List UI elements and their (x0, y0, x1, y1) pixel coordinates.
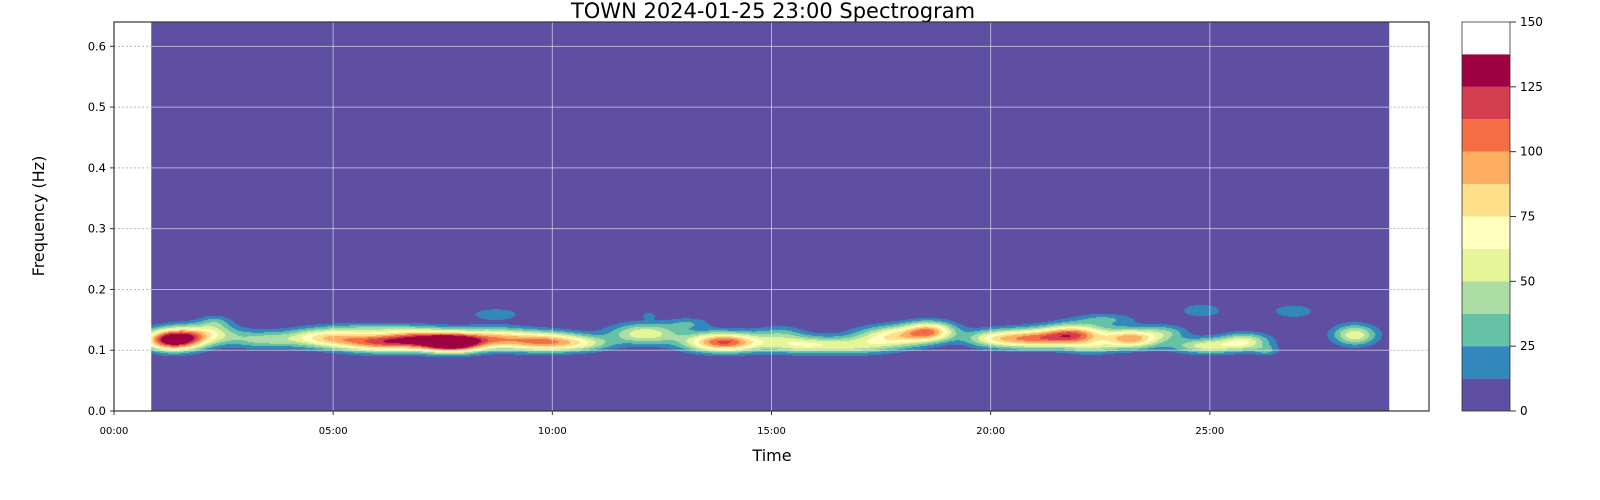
y-tick-label: 0.0 (88, 404, 106, 418)
colorbar-tick-label: 25 (1520, 339, 1535, 353)
colorbar-segment (1462, 119, 1510, 152)
y-tick-label: 0.5 (88, 100, 106, 114)
chart-title: TOWN 2024-01-25 23:00 Spectrogram (570, 0, 975, 23)
x-tick-label: 05:00 (319, 426, 348, 437)
colorbar-segment (1462, 151, 1510, 185)
colorbar: 0 25 50 75 100 125 150 (1461, 15, 1543, 418)
colorbar-segment (1462, 184, 1510, 217)
x-axis-label: Time (751, 446, 791, 465)
plot-area: 0.0 0.1 0.2 0.3 0.4 0.5 0.6 00:00 05:00 10:00 15:0… (88, 21, 1430, 437)
colorbar-tick-label: 100 (1520, 145, 1543, 159)
colorbar-tick-label: 0 (1520, 404, 1528, 418)
colorbar-segment (1462, 378, 1510, 411)
colorbar-tick-label: 50 (1520, 274, 1535, 288)
spectrogram-heatmap (151, 22, 1390, 411)
x-tick-label: 20:00 (976, 426, 1005, 437)
x-tick-label: 15:00 (757, 426, 786, 437)
colorbar-segment (1462, 86, 1510, 120)
colorbar-segment (1462, 54, 1510, 87)
x-tick-label: 25:00 (1195, 426, 1224, 437)
y-tick-label: 0.1 (88, 343, 106, 357)
y-tick-label: 0.3 (88, 222, 106, 236)
colorbar-segment (1462, 216, 1510, 249)
y-tick-label: 0.4 (88, 161, 106, 175)
y-tick-label: 0.2 (88, 282, 106, 296)
y-axis-label: Frequency (Hz) (29, 156, 48, 277)
colorbar-tick-label: 75 (1520, 210, 1535, 224)
colorbar-tick-label: 150 (1520, 15, 1543, 29)
y-tick-label: 0.6 (88, 39, 106, 53)
colorbar-segment (1462, 281, 1510, 314)
colorbar-segment (1462, 248, 1510, 282)
colorbar-tick-label: 125 (1520, 80, 1543, 94)
x-tick-label: 00:00 (100, 426, 129, 437)
colorbar-segment (1462, 346, 1510, 379)
x-tick-label: 10:00 (538, 426, 567, 437)
colorbar-segment (1462, 313, 1510, 347)
